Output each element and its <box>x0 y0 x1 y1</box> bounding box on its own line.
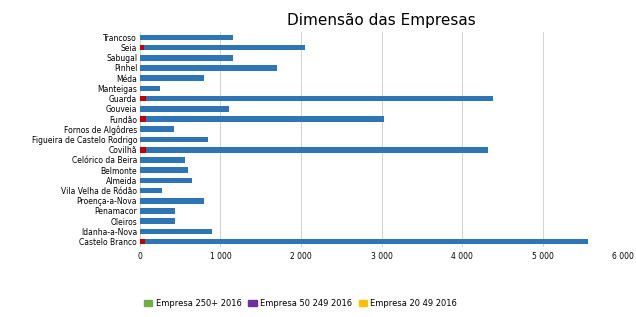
Bar <box>140 157 185 163</box>
Bar <box>140 116 146 122</box>
Bar <box>146 116 384 122</box>
Bar <box>140 75 204 81</box>
Bar <box>140 167 188 173</box>
Bar <box>140 198 204 204</box>
Title: Dimensão das Empresas: Dimensão das Empresas <box>287 13 476 28</box>
Bar <box>140 126 174 132</box>
Bar <box>145 239 588 244</box>
Bar <box>140 229 212 234</box>
Bar <box>140 65 277 71</box>
Bar <box>146 147 488 152</box>
Bar <box>140 208 174 214</box>
Bar <box>140 45 144 50</box>
Bar <box>140 86 160 91</box>
Bar <box>140 35 233 40</box>
Bar <box>140 137 209 142</box>
Bar <box>140 188 162 193</box>
Bar <box>140 239 145 244</box>
Bar <box>140 106 228 112</box>
Bar <box>140 147 146 152</box>
Bar <box>140 96 146 101</box>
Bar <box>140 218 176 224</box>
Bar <box>140 178 192 183</box>
Bar <box>144 45 305 50</box>
Bar <box>140 55 233 61</box>
Bar <box>146 96 493 101</box>
